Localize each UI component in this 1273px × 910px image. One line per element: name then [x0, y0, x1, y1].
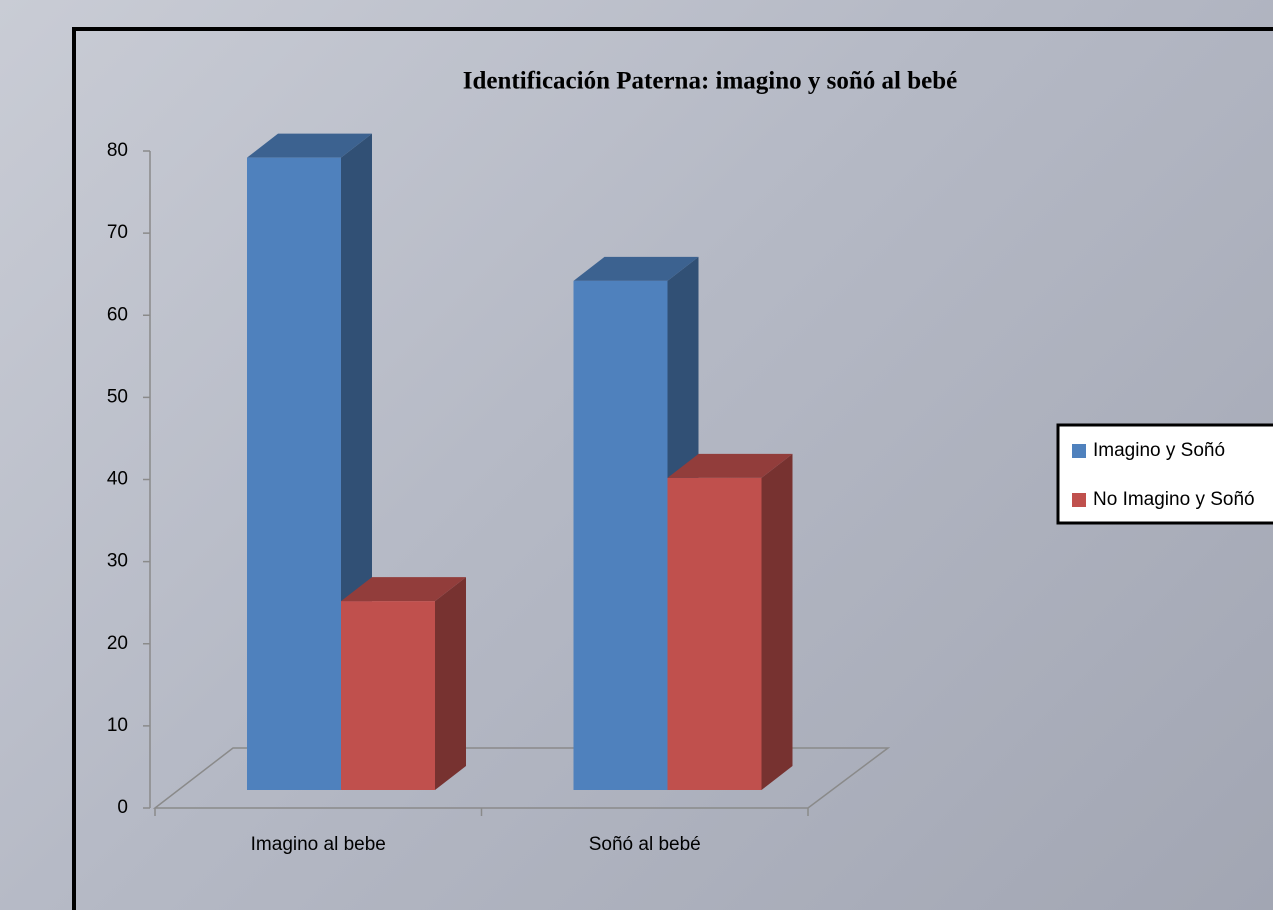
floor	[152, 747, 891, 809]
legend-swatch	[1072, 493, 1086, 507]
bar	[667, 477, 762, 790]
legend-label: Imagino y Soñó	[1093, 440, 1225, 461]
y-tick-label: 60	[107, 304, 128, 325]
y-tick-label: 10	[107, 715, 128, 736]
y-tick-label: 70	[107, 222, 128, 243]
bar-side	[761, 453, 793, 790]
legend-label: No Imagino y Soñó	[1093, 489, 1255, 510]
bar	[573, 280, 668, 790]
chart-frame	[72, 27, 1273, 910]
bar-top	[573, 256, 699, 281]
legend-swatch	[1072, 444, 1086, 458]
y-tick-label: 30	[107, 551, 128, 572]
bar	[341, 601, 435, 790]
x-tick-label: Imagino al bebe	[251, 834, 386, 855]
bar-side	[435, 577, 466, 790]
y-tick-label: 0	[117, 797, 128, 818]
legend	[1056, 423, 1273, 525]
y-tick-label: 20	[107, 633, 128, 654]
y-tick-label: 40	[107, 469, 128, 490]
y-tick-label: 80	[107, 140, 128, 161]
bar-top	[667, 453, 793, 478]
chart-title: Identificación Paterna: imagino y soñó a…	[463, 68, 957, 95]
bar-top	[341, 577, 466, 602]
bar	[247, 157, 341, 790]
x-tick-label: Soñó al bebé	[589, 834, 701, 855]
y-tick-label: 50	[107, 386, 128, 407]
bar-top	[247, 133, 372, 158]
